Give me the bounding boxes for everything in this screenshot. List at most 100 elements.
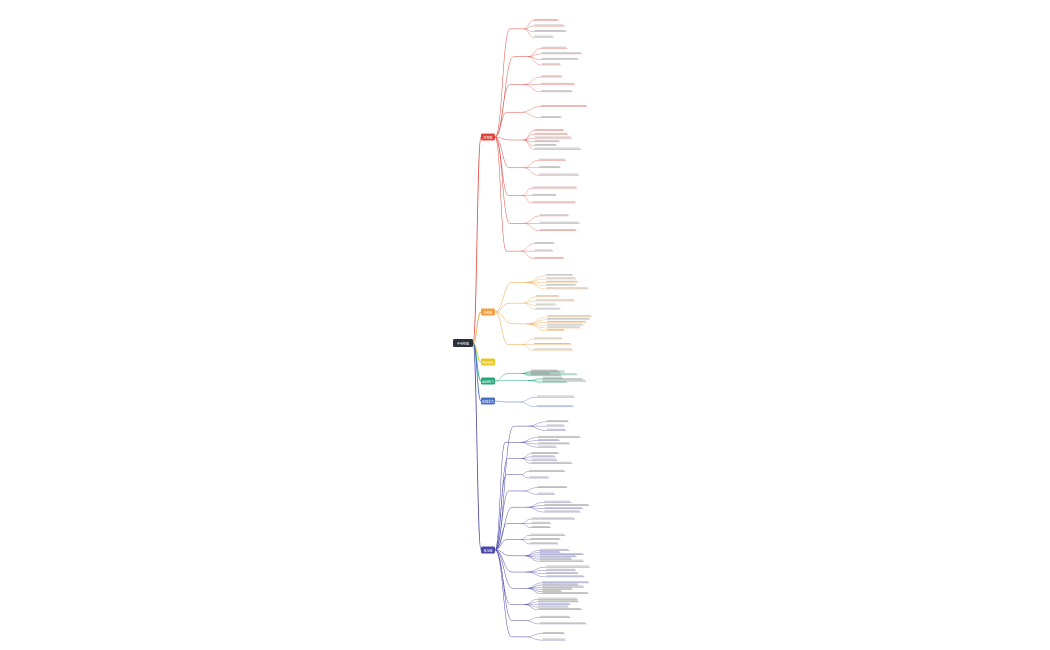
- link: [523, 28, 534, 38]
- link: [527, 421, 546, 427]
- leaf-text: [546, 287, 588, 289]
- link: [494, 28, 511, 138]
- link: [494, 136, 507, 252]
- link: [494, 490, 510, 551]
- link: [494, 84, 511, 138]
- link: [494, 442, 506, 551]
- leaf-text: [535, 299, 574, 301]
- leaf-text: [539, 166, 560, 168]
- link: [526, 505, 544, 508]
- leaf-text: [534, 147, 581, 149]
- leaf-text: [539, 615, 570, 617]
- link: [526, 586, 542, 589]
- link: [524, 550, 539, 556]
- root-node: [453, 339, 473, 347]
- branch-label: 压强浮力: [482, 398, 494, 403]
- leaf-text: [533, 348, 572, 350]
- leaf-text: [537, 492, 555, 494]
- link: [494, 549, 513, 621]
- leaf-text: [546, 568, 575, 570]
- leaf-text: [530, 374, 561, 376]
- link: [520, 471, 529, 475]
- link: [520, 535, 530, 540]
- leaf-text: [534, 129, 564, 131]
- leaf-text: [544, 503, 589, 505]
- link: [494, 111, 507, 138]
- link: [494, 380, 514, 382]
- link: [520, 539, 530, 545]
- link: [519, 401, 536, 407]
- link: [525, 633, 542, 638]
- leaf-text: [534, 35, 553, 37]
- leaf-text: [532, 201, 575, 203]
- leaf-text: [546, 424, 564, 426]
- link: [523, 160, 539, 168]
- link: [494, 136, 509, 196]
- leaf-text: [534, 249, 553, 251]
- branch-label: 声现象: [483, 134, 492, 139]
- link: [522, 187, 532, 196]
- link: [526, 620, 539, 625]
- leaf-text: [534, 132, 568, 134]
- leaf-text: [542, 381, 567, 382]
- link: [525, 570, 546, 573]
- branch-node: [481, 133, 495, 141]
- leaf-text: [542, 585, 584, 587]
- leaf-text: [539, 214, 568, 216]
- link: [521, 518, 531, 524]
- leaf-text: [547, 323, 583, 325]
- leaf-text: [539, 158, 565, 160]
- leaf-text: [541, 90, 572, 92]
- leaf-text: [547, 315, 592, 317]
- leaf-text: [534, 30, 566, 32]
- branch-node: [481, 377, 495, 385]
- leaf-text: [539, 550, 560, 552]
- leaf-text: [533, 343, 571, 345]
- link: [523, 490, 537, 495]
- link: [525, 282, 546, 286]
- leaf-text: [537, 486, 567, 488]
- link: [527, 425, 546, 431]
- leaf-text: [531, 452, 559, 454]
- link: [494, 523, 508, 551]
- link: [526, 316, 547, 325]
- link: [472, 342, 482, 402]
- leaf-text: [547, 326, 580, 328]
- link: [525, 278, 546, 283]
- link: [494, 302, 510, 313]
- link: [527, 56, 541, 66]
- link: [526, 582, 542, 589]
- link: [494, 373, 508, 382]
- leaf-text: [536, 405, 573, 407]
- link: [494, 311, 513, 325]
- leaf-text: [539, 555, 576, 557]
- link: [523, 487, 537, 492]
- leaf-text: [530, 373, 577, 375]
- leaf-text: [529, 476, 548, 478]
- link: [523, 223, 539, 231]
- leaf-text: [531, 526, 550, 528]
- link: [494, 311, 509, 345]
- leaf-text: [531, 517, 575, 519]
- link: [494, 474, 507, 551]
- leaf-text: [532, 186, 577, 188]
- leaf-text: [541, 46, 567, 48]
- leaf-text: [539, 221, 579, 223]
- branch-label: 光现象: [483, 309, 492, 314]
- link: [526, 588, 542, 594]
- link: [524, 554, 539, 556]
- leaf-text: [541, 57, 578, 59]
- leaf-text: [542, 592, 588, 594]
- leaf-text: [541, 52, 582, 54]
- leaf-text: [531, 458, 557, 460]
- leaf-text: [530, 369, 558, 371]
- leaf-text: [534, 136, 571, 138]
- leaf-text: [539, 229, 576, 231]
- link: [520, 474, 529, 479]
- link: [524, 604, 538, 610]
- leaf-text: [541, 105, 587, 107]
- link: [522, 195, 532, 204]
- link: [472, 342, 482, 551]
- leaf-text: [538, 602, 570, 604]
